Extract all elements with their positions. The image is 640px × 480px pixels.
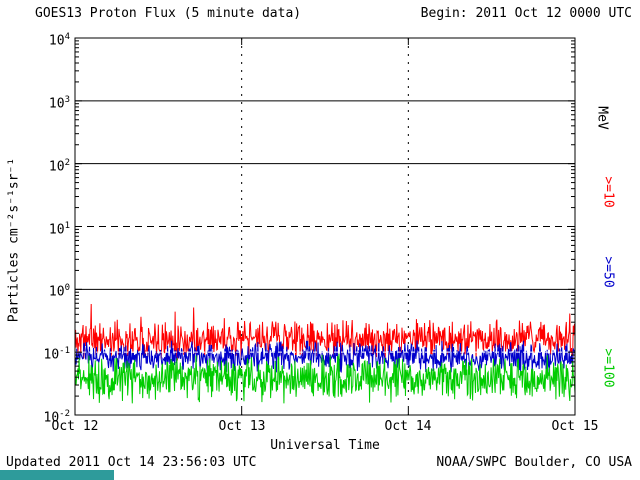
begin-timestamp: Begin: 2011 Oct 12 0000 UTC [420,6,632,21]
x-tick-oct13: Oct 13 [218,419,266,434]
y-tick-label: 100 [48,283,70,300]
page-accent-bar [0,470,114,480]
legend-label-ge10: >=10 [600,176,616,208]
chart-title: GOES13 Proton Flux (5 minute data) [35,6,302,21]
x-tick-oct15: Oct 15 [551,419,599,434]
x-axis-label: Universal Time [270,438,380,453]
x-tick-oct14: Oct 14 [384,419,432,434]
y-tick-label: 10-2 [43,409,71,426]
legend-label-ge100: >=100 [600,348,616,388]
source-attribution: NOAA/SWPC Boulder, CO USA [436,455,632,470]
x-tick-oct12: Oct 12 [51,419,99,434]
y-tick-label: 103 [48,94,70,112]
y-tick-label: 104 [48,32,70,49]
y-tick-label: 102 [48,157,70,174]
y-axis-label: Particles cm⁻²s⁻¹sr⁻¹ [6,157,22,323]
y-tick-label: 10-1 [43,346,71,363]
right-axis-unit-label: MeV [594,106,610,130]
legend-label-ge50: >=50 [600,256,616,288]
y-tick-label: 101 [48,220,70,237]
updated-timestamp: Updated 2011 Oct 14 23:56:03 UTC [6,455,257,470]
